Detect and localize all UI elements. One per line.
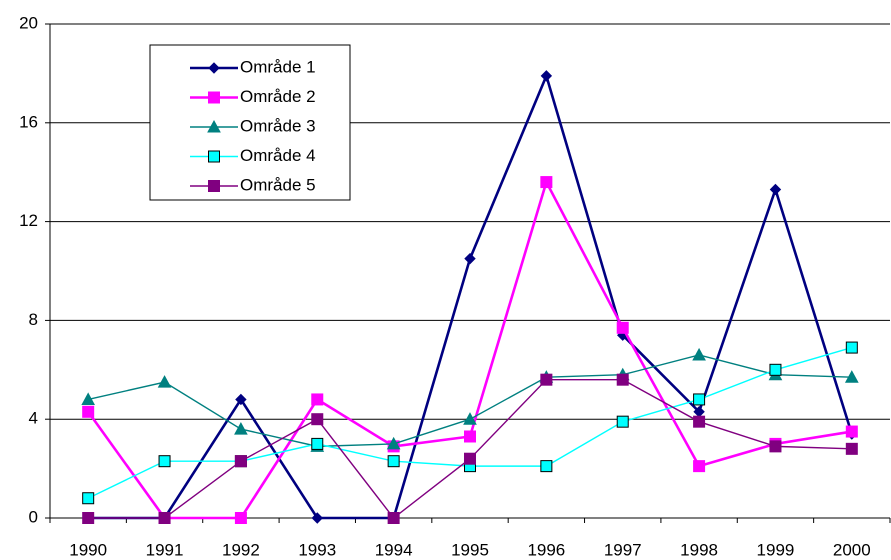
- x-tick-label: 1996: [527, 540, 565, 559]
- data-point: [158, 512, 171, 524]
- data-point: [616, 373, 629, 386]
- legend-marker: [208, 180, 220, 192]
- data-point: [464, 252, 476, 265]
- x-tick-label: 1992: [222, 540, 260, 559]
- legend-marker: [208, 150, 220, 163]
- data-point: [311, 437, 324, 450]
- x-tick-label: 1999: [757, 540, 795, 559]
- data-point: [82, 512, 95, 524]
- series-line: [88, 378, 852, 519]
- y-tick-label: 4: [29, 409, 38, 428]
- data-point: [844, 370, 859, 383]
- data-point: [540, 373, 553, 386]
- data-point: [616, 415, 629, 428]
- data-point: [82, 492, 95, 505]
- legend-label: Område 4: [240, 146, 316, 165]
- data-point: [540, 70, 553, 82]
- y-tick-label: 20: [19, 13, 38, 32]
- legend-box: [149, 44, 351, 201]
- legend-marker: [208, 91, 220, 104]
- data-point: [234, 455, 247, 468]
- x-tick-label: 1994: [375, 540, 413, 559]
- legend-label: Område 3: [240, 116, 316, 135]
- x-tick-label: 1993: [298, 540, 336, 559]
- x-tick-label: 2000: [833, 540, 871, 559]
- data-point: [769, 183, 782, 196]
- data-point: [769, 440, 782, 453]
- legend-marker: [207, 119, 221, 133]
- data-point: [693, 393, 706, 406]
- data-point: [463, 412, 477, 425]
- data-point: [234, 512, 247, 524]
- legend-marker: [208, 62, 220, 74]
- y-tick-label: 0: [29, 507, 38, 526]
- data-point: [540, 460, 553, 473]
- legend-label: Område 5: [240, 175, 316, 194]
- data-point: [82, 405, 95, 418]
- data-point: [311, 393, 324, 406]
- legend-label: Område 2: [240, 87, 316, 106]
- data-point: [464, 452, 476, 465]
- data-point: [769, 363, 782, 376]
- data-point: [234, 422, 248, 435]
- x-tick-label: 1991: [146, 540, 184, 559]
- y-tick-label: 8: [29, 310, 38, 329]
- y-tick-label: 12: [19, 211, 38, 230]
- data-point: [464, 430, 476, 443]
- data-point: [845, 442, 858, 455]
- data-point: [845, 341, 858, 354]
- data-point: [387, 512, 400, 524]
- data-point: [387, 455, 400, 468]
- data-point: [157, 375, 172, 388]
- data-point: [693, 415, 706, 428]
- data-point: [845, 425, 858, 438]
- data-point: [693, 460, 706, 473]
- x-tick-label: 1998: [680, 540, 718, 559]
- data-point: [692, 347, 706, 361]
- data-point: [158, 455, 171, 468]
- data-point: [235, 393, 247, 406]
- y-tick-label: 16: [19, 112, 38, 131]
- data-point: [616, 321, 629, 334]
- legend-label: Område 1: [240, 57, 316, 76]
- x-tick-label: 1997: [604, 540, 642, 559]
- x-tick-label: 1995: [451, 540, 489, 559]
- x-tick-label: 1990: [69, 540, 107, 559]
- data-point: [311, 413, 324, 426]
- data-point: [311, 512, 323, 524]
- data-point: [386, 436, 401, 450]
- data-point: [81, 392, 96, 405]
- data-point: [540, 176, 553, 189]
